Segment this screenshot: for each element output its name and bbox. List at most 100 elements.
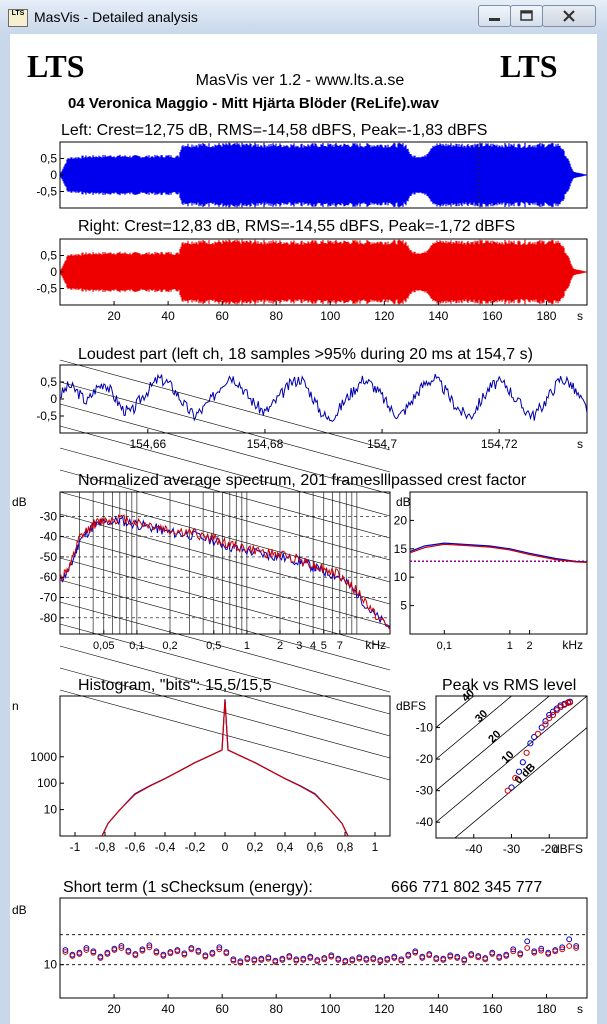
- short-term-right-point: [223, 950, 230, 957]
- histogram-xtick-label: -0,2: [185, 840, 206, 854]
- right-wave-xtick-label: 100: [320, 309, 340, 323]
- peak-rms-left-point: [519, 759, 526, 766]
- logo-right: LTS: [500, 48, 558, 84]
- peak-rms-left-point: [515, 768, 523, 775]
- crest-diagonal-line: [436, 696, 587, 823]
- crest-diagonal-line: [436, 696, 550, 791]
- peak-rms-right-point: [504, 787, 511, 794]
- short-term-right-point: [279, 957, 286, 963]
- logo-left: LTS: [27, 48, 85, 84]
- window-title: MasVis - Detailed analysis: [34, 9, 198, 25]
- right-wave-xtick-label: 60: [215, 309, 229, 323]
- short-term-right-point: [244, 956, 251, 963]
- short-term-right-point: [419, 955, 426, 961]
- short-term-right-point: [125, 949, 132, 955]
- histogram-frame: [59, 695, 391, 837]
- spectrum-slope-line: [59, 535, 391, 627]
- peak-rms-right-point: [553, 707, 560, 714]
- maximize-button[interactable]: [510, 5, 543, 27]
- short-term-left-point: [566, 936, 573, 943]
- histogram-ylabel: n: [12, 699, 19, 713]
- short-term-right-point: [559, 946, 566, 953]
- short-term-xtick-label: 120: [374, 1002, 394, 1016]
- left-wave-ytick-label: 0,5: [40, 152, 57, 166]
- short-term-right-point: [174, 948, 181, 955]
- short-term-left-point: [118, 943, 125, 949]
- short-term-left-point: [573, 943, 580, 949]
- spectrum-slope-line: [59, 601, 391, 693]
- spectrum-right-trace: [59, 514, 391, 631]
- peak-rms-left-point: [508, 784, 515, 791]
- short-term-right-point: [531, 949, 538, 956]
- peak-rms-xtick-label: -30: [503, 842, 521, 856]
- right-wave-xtick-label: 140: [428, 309, 448, 323]
- short-term-right-point: [118, 945, 125, 951]
- short-term-right-point: [286, 954, 293, 961]
- spectrum-xtick-label: 1: [244, 640, 250, 652]
- short-term-right-point: [195, 949, 202, 955]
- analysis-canvas: LTS LTS MasVis ver 1.2 - www.lts.a.se 0 4…: [10, 34, 597, 1024]
- spectrum-ytick-label: -70: [40, 590, 58, 604]
- crest-diagonal-line: [454, 727, 587, 838]
- histogram-xtick-label: 1: [372, 840, 379, 854]
- loudest-frame: [59, 364, 588, 434]
- short-term-right-point: [517, 951, 524, 958]
- right-wave-xtick-label: 120: [374, 309, 394, 323]
- app-icon[interactable]: LTS: [8, 9, 28, 27]
- short-term-left-point: [538, 945, 545, 952]
- peak-rms-right-point: [549, 711, 557, 719]
- crest-ytick-label: 20: [394, 513, 408, 527]
- histogram-xtick-label: 0,4: [277, 840, 294, 854]
- crest-xunit-label: kHz: [562, 638, 583, 652]
- short-term-right-point: [447, 953, 454, 960]
- right-wave-ytick-label: 0,5: [40, 249, 57, 263]
- spectrum-xtick-label: 4: [310, 640, 316, 652]
- short-term-plot: 10 20 40 60 80 100 120 140 160 180 s: [44, 897, 588, 1016]
- left-channel-waveform: 0,5 0 -0,5: [36, 141, 588, 209]
- spectrum-slope-line: [59, 689, 391, 781]
- histogram-left-trace: [101, 699, 349, 837]
- short-term-right-point: [328, 953, 335, 960]
- right-wave-ytick-label: -0,5: [36, 282, 57, 296]
- short-term-right-point: [216, 946, 223, 953]
- peak-rms-left-point: [527, 740, 534, 747]
- minimize-button[interactable]: [478, 5, 511, 27]
- short-term-right-point: [496, 955, 503, 961]
- crest-right-trace: [409, 543, 588, 563]
- loudest-xunit-label: s: [577, 437, 583, 451]
- loudest-xtick-label: 154,68: [247, 437, 284, 451]
- histogram-xtick-label: 0: [222, 840, 229, 854]
- right-wave-ytick-label: 0: [50, 265, 57, 279]
- peak-rms-xtick-label: -40: [465, 842, 483, 856]
- peak-rms-right-point: [546, 714, 553, 722]
- short-term-right-point: [69, 953, 76, 959]
- loudest-xtick-label: 154,7: [367, 437, 397, 451]
- spectrum-ytick-label: -50: [40, 550, 58, 564]
- peak-rms-frame: [435, 695, 588, 839]
- short-term-right-point: [349, 957, 356, 964]
- crest-diagonal-line: [436, 696, 513, 760]
- close-button[interactable]: [542, 5, 596, 27]
- spectrum-xtick-label: 5: [321, 640, 327, 652]
- peak-rms-xtick-label: -20: [541, 842, 559, 856]
- short-term-right-point: [132, 952, 139, 959]
- short-term-right-point: [405, 953, 412, 959]
- short-term-xtick-label: 60: [215, 1002, 229, 1016]
- crest-ytick-label: 15: [394, 542, 408, 556]
- short-term-right-point: [300, 957, 307, 963]
- spectrum-frame: [59, 491, 391, 635]
- title-bar[interactable]: LTS MasVis - Detailed analysis: [0, 0, 607, 35]
- short-term-right-point: [503, 953, 510, 959]
- maximize-icon: [520, 10, 533, 21]
- loudest-ytick-label: 0: [50, 392, 57, 406]
- spectrum-ytick-label: -80: [40, 611, 58, 625]
- short-term-xtick-label: 160: [482, 1002, 502, 1016]
- spectrum-left-trace: [59, 515, 391, 629]
- spectrum-xunit-label: kHz: [365, 638, 386, 652]
- short-term-xtick-label: 180: [536, 1002, 556, 1016]
- app-version-label: MasVis ver 1.2 - www.lts.a.se: [196, 72, 405, 89]
- peak-rms-ytick-label: -20: [416, 752, 434, 766]
- short-term-right-point: [111, 947, 118, 953]
- short-term-xtick-label: 80: [270, 1002, 284, 1016]
- right-wave-xtick-label: 20: [107, 309, 121, 323]
